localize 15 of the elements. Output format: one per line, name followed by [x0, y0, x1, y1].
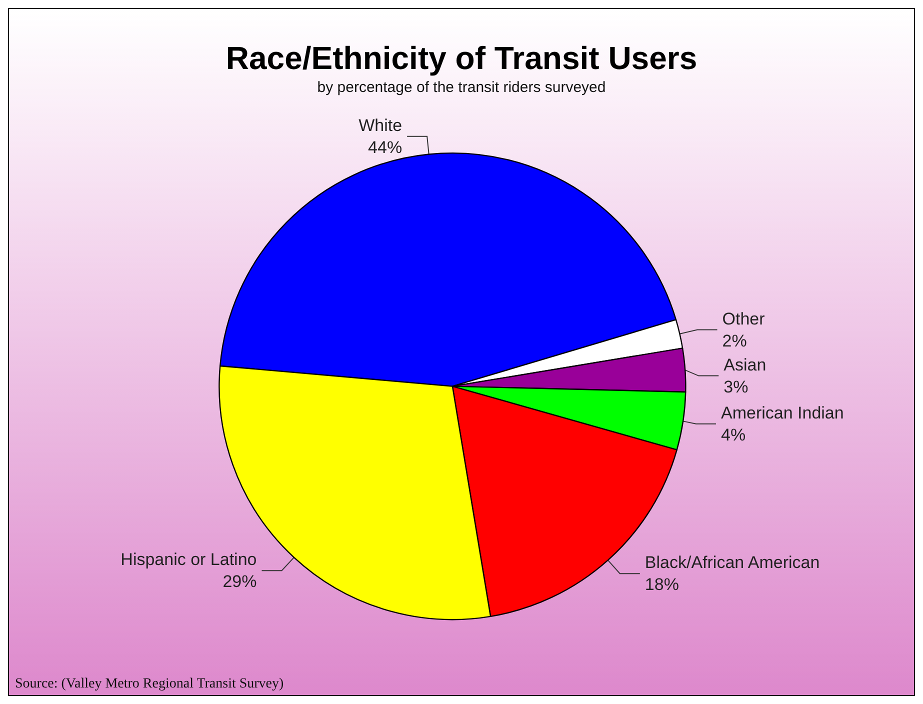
data-label: 18% — [644, 575, 679, 594]
data-label: 3% — [724, 377, 748, 396]
data-label: 2% — [722, 331, 747, 350]
slice-label: Hispanic or Latino — [120, 550, 257, 570]
data-label: 44% — [368, 138, 402, 157]
chart-subtitle: by percentage of the transit riders surveyed — [317, 79, 606, 96]
data-label: 29% — [222, 572, 257, 592]
slice-label: Other — [722, 309, 766, 328]
slice-label: Black/African American — [644, 553, 820, 572]
chart-title: Race/Ethnicity of Transit Users — [226, 40, 698, 76]
data-label: 4% — [721, 425, 746, 444]
slice-label: Asian — [724, 355, 766, 374]
slice-label: American Indian — [721, 403, 844, 422]
slice-label: White — [358, 116, 402, 135]
source-note: Source: (Valley Metro Regional Transit Survey) — [15, 676, 284, 692]
